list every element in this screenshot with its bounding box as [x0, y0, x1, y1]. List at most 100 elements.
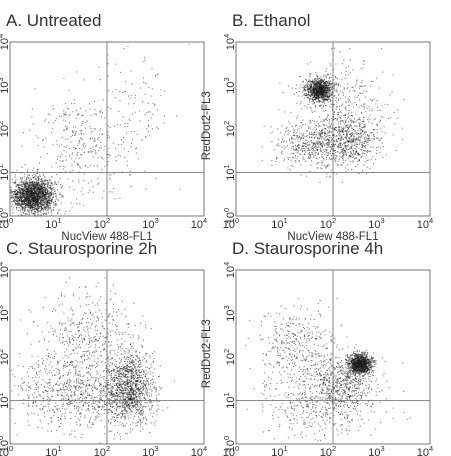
data-point [21, 191, 23, 193]
data-point [329, 91, 331, 93]
data-point [325, 104, 327, 106]
data-point [22, 191, 24, 193]
data-point [119, 407, 121, 409]
data-point [22, 186, 24, 188]
data-point [358, 137, 360, 139]
data-point [55, 204, 57, 206]
data-point [317, 86, 319, 88]
data-point [32, 197, 34, 199]
data-point [364, 103, 366, 105]
data-point [45, 191, 47, 193]
data-point [33, 187, 35, 189]
data-point [28, 207, 30, 209]
data-point [48, 195, 50, 197]
data-point [310, 95, 312, 97]
data-point [373, 136, 375, 138]
data-point [319, 90, 321, 92]
data-point [363, 164, 365, 166]
data-point [12, 194, 14, 196]
data-point [34, 188, 36, 190]
data-point [16, 200, 18, 202]
data-point [330, 150, 332, 152]
data-point [156, 126, 158, 128]
data-point [328, 83, 330, 85]
data-point [327, 82, 329, 84]
data-point [362, 152, 364, 154]
data-point [305, 93, 307, 95]
data-point [326, 138, 328, 140]
data-point [32, 188, 34, 190]
data-point [27, 206, 29, 208]
data-point [115, 389, 117, 391]
data-point [129, 119, 131, 121]
data-point [318, 132, 320, 134]
data-point [38, 193, 40, 195]
data-point [364, 124, 366, 126]
data-point [362, 145, 364, 147]
data-point [50, 200, 52, 202]
data-point [118, 111, 120, 113]
data-point [295, 161, 297, 163]
data-point [21, 199, 23, 201]
data-point [349, 130, 351, 132]
data-point [107, 54, 109, 56]
data-point [22, 199, 24, 201]
data-point [21, 204, 23, 206]
data-point [38, 196, 40, 198]
data-point [62, 160, 64, 162]
data-point [37, 192, 39, 194]
data-point [18, 187, 20, 189]
data-point [131, 410, 133, 412]
data-point [292, 147, 294, 149]
data-point [148, 119, 150, 121]
data-point [316, 86, 318, 88]
data-point [29, 199, 31, 201]
data-point [36, 185, 38, 187]
data-point [119, 100, 121, 102]
data-point [44, 180, 46, 182]
data-point [381, 131, 383, 133]
data-point [338, 160, 340, 162]
data-point [370, 158, 372, 160]
data-point [49, 187, 51, 189]
data-point [23, 196, 25, 198]
data-point [34, 191, 36, 193]
data-point [44, 177, 46, 179]
data-point [10, 186, 12, 188]
data-point [310, 73, 312, 75]
data-point [303, 133, 305, 135]
data-point [363, 126, 365, 128]
data-point [329, 125, 331, 127]
data-point [348, 90, 350, 92]
data-point [361, 79, 363, 81]
data-point [160, 94, 162, 96]
data-point [327, 131, 329, 133]
data-point [105, 380, 107, 382]
data-point [309, 154, 311, 156]
data-point [350, 124, 352, 126]
data-point [101, 112, 103, 114]
data-point [21, 206, 23, 208]
data-point [49, 182, 51, 184]
data-point [275, 161, 277, 163]
data-point [327, 129, 329, 131]
data-point [16, 192, 18, 194]
data-point [311, 92, 313, 94]
data-point [325, 75, 327, 77]
data-point [289, 138, 291, 140]
data-point [155, 76, 157, 78]
data-point [313, 79, 315, 81]
data-point [343, 87, 345, 89]
data-point [23, 184, 25, 186]
data-point [377, 123, 379, 125]
data-point [91, 137, 93, 139]
data-point [77, 114, 79, 116]
data-point [302, 158, 304, 160]
data-point [33, 196, 35, 198]
data-point [321, 144, 323, 146]
data-point [41, 205, 43, 207]
data-point [359, 142, 361, 144]
data-point [330, 86, 332, 88]
data-point [36, 194, 38, 196]
data-point [51, 131, 53, 133]
